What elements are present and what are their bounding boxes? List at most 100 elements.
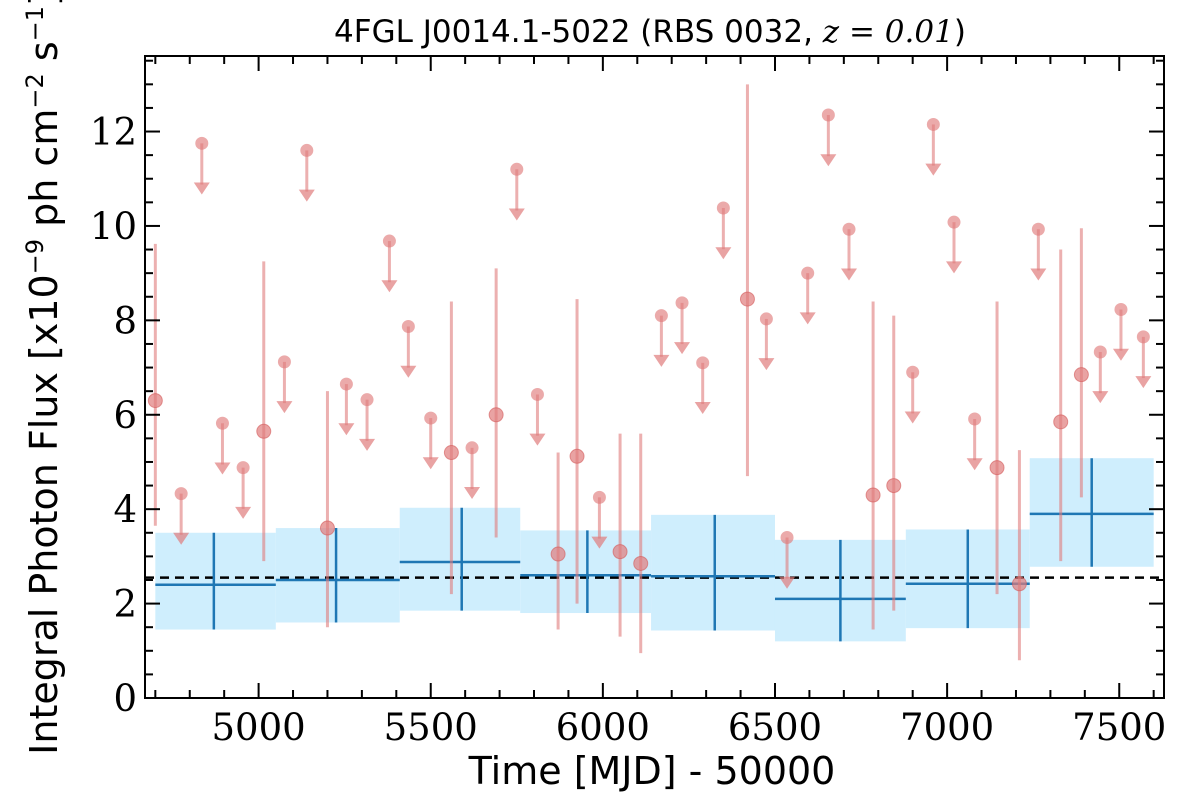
upper-limit-arrow-head <box>214 462 231 475</box>
upper-limit-point <box>236 461 250 475</box>
upper-limit-arrow-head <box>381 280 398 293</box>
upper-limit-arrow-head <box>966 458 983 471</box>
upper-limit-arrow-head <box>653 354 670 367</box>
detection-point <box>865 487 881 503</box>
upper-limit-point <box>780 531 794 544</box>
upper-limit-point <box>592 490 606 504</box>
upper-limit-point <box>926 117 940 131</box>
upper-limit-point <box>530 387 544 401</box>
upper-limit-point <box>675 296 689 310</box>
upper-limit-point <box>277 355 291 369</box>
binned-flux-bands <box>155 458 1154 642</box>
upper-limit-arrow-head <box>359 438 376 451</box>
detection-point <box>443 445 459 461</box>
detection-point <box>569 448 585 464</box>
x-tick-label: 6500 <box>728 706 822 749</box>
x-tick-label: 7500 <box>1072 706 1166 749</box>
upper-limit-point <box>174 487 188 501</box>
upper-limit-arrow-head <box>422 457 439 470</box>
detection-point <box>147 393 163 409</box>
x-tick-label: 7000 <box>900 706 994 749</box>
upper-limit-arrow-head <box>694 402 711 415</box>
upper-limit-arrow-head <box>799 312 816 325</box>
y-tick-label: 10 <box>90 205 137 248</box>
y-tick-label: 4 <box>113 488 137 531</box>
detection-point <box>550 546 566 562</box>
detection-point <box>1073 367 1089 383</box>
detection-point <box>1011 576 1027 592</box>
upper-limit-point <box>1031 222 1045 236</box>
upper-limit-point <box>716 201 730 215</box>
upper-limit-point <box>195 136 209 150</box>
upper-limit-arrow-head <box>841 268 858 281</box>
y-tick-label: 8 <box>113 299 137 342</box>
y-tick-label: 2 <box>113 583 137 626</box>
detection-point <box>612 544 628 560</box>
upper-limit-point <box>360 393 374 407</box>
upper-limit-point <box>654 309 668 323</box>
upper-limit-point <box>759 312 773 326</box>
upper-limit-arrow-head <box>946 261 963 274</box>
upper-limit-point <box>215 416 229 430</box>
upper-limit-point <box>842 222 856 236</box>
detection-point <box>488 407 504 423</box>
upper-limit-arrow-head <box>529 433 546 446</box>
upper-limit-arrow-head <box>904 411 921 424</box>
upper-limit-point <box>465 441 479 455</box>
x-axis-label: Time [MJD] - 50000 <box>468 749 836 793</box>
upper-limit-point <box>968 412 982 426</box>
upper-limit-arrow-head <box>400 365 417 378</box>
upper-limit-arrow-head <box>591 536 608 549</box>
detection-point <box>633 555 649 571</box>
upper-limit-arrow-head <box>1135 376 1152 389</box>
upper-limit-point <box>821 108 835 122</box>
x-tick-labels: 5000 5500 6000 6500 7000 7500 <box>212 706 1167 749</box>
upper-limit-point <box>1136 330 1150 344</box>
detection-point <box>1053 414 1069 430</box>
y-tick-label: 6 <box>113 394 137 437</box>
upper-limit-point <box>382 234 396 248</box>
upper-limit-arrow-head <box>508 208 525 221</box>
upper-limit-arrow-head <box>758 358 775 371</box>
bin-error-band <box>275 528 400 623</box>
upper-limit-point <box>801 266 815 280</box>
upper-limit-arrow-head <box>193 182 210 195</box>
upper-limit-point <box>510 162 524 176</box>
upper-limit-arrow-head <box>1030 268 1047 281</box>
detection-point <box>886 478 902 494</box>
y-tick-label: 12 <box>90 111 137 154</box>
bin-error-band <box>651 514 775 631</box>
upper-limit-point <box>696 356 710 370</box>
upper-limit-arrow-head <box>1112 348 1129 361</box>
upper-limit-point <box>1093 345 1107 359</box>
bin-error-band <box>520 530 652 614</box>
upper-limit-point <box>947 215 961 229</box>
upper-limit-arrow-head <box>298 189 315 202</box>
axis-ticks <box>145 56 1164 699</box>
flux-detections <box>147 84 1089 661</box>
upper-limit-arrow-head <box>779 576 796 589</box>
upper-limit-point <box>339 377 353 391</box>
y-tick-label: 0 <box>113 677 137 720</box>
upper-limit-arrow-head <box>464 487 481 500</box>
y-axis-label: Integral Photon Flux [x10−9 ph cm−2 s−1] <box>21 0 66 755</box>
chart-title: 4FGL J0014.1-5022 (RBS 0032, z = 0.01) <box>334 14 966 50</box>
x-tick-label: 5000 <box>212 706 306 749</box>
x-tick-label: 6000 <box>556 706 650 749</box>
upper-limit-arrow-head <box>235 506 252 519</box>
upper-limit-point <box>424 411 438 425</box>
upper-limit-arrow-head <box>1092 391 1109 404</box>
detection-point <box>256 423 272 439</box>
upper-limit-point <box>906 365 920 379</box>
upper-limit-arrow-head <box>715 247 732 260</box>
y-tick-labels: 0 2 4 6 8 10 12 <box>90 111 137 720</box>
upper-limit-arrow-head <box>925 163 942 176</box>
detection-point <box>989 460 1005 476</box>
plot-frame <box>144 55 1165 699</box>
detection-point <box>319 520 335 536</box>
upper-limit-arrow-head <box>674 342 691 355</box>
binned-flux-points <box>155 458 1154 642</box>
upper-limit-arrow-head <box>173 532 190 545</box>
upper-limit-arrow-head <box>338 423 355 436</box>
